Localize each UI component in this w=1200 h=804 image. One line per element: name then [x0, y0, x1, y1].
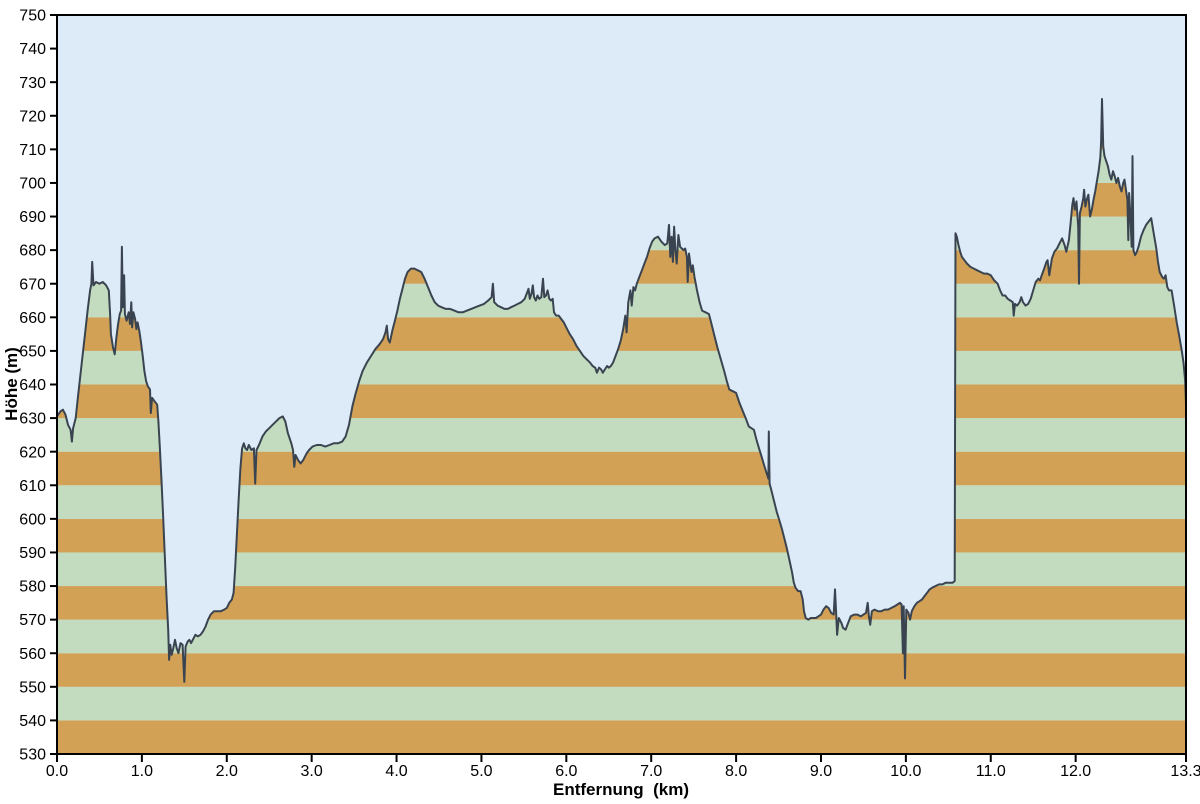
- y-tick-label: 600: [19, 511, 46, 528]
- y-tick-label: 630: [19, 411, 46, 428]
- stripe-band: [57, 451, 1186, 486]
- y-tick-label: 580: [19, 579, 46, 596]
- x-tick-label: 13.3: [1170, 763, 1200, 780]
- y-tick-label: 740: [19, 41, 46, 58]
- x-tick-label: 8.0: [725, 763, 747, 780]
- y-tick-label: 540: [19, 713, 46, 730]
- plot-border: [56, 14, 1187, 755]
- stripe-band: [57, 720, 1186, 754]
- y-tick-label: 610: [19, 478, 46, 495]
- stripe-band: [57, 619, 1186, 654]
- stripe-band: [57, 686, 1186, 721]
- stripe-band: [57, 552, 1186, 587]
- y-tick-label: 640: [19, 377, 46, 394]
- x-axis-title: Entfernung (km): [553, 780, 689, 799]
- y-tick-label: 570: [19, 612, 46, 629]
- stripe-band: [57, 518, 1186, 553]
- stripe-band: [57, 586, 1186, 620]
- y-tick-label: 700: [19, 176, 46, 193]
- x-tick-label: 6.0: [555, 763, 577, 780]
- x-tick-label: 5.0: [470, 763, 492, 780]
- profile-line: [56, 98, 1187, 683]
- y-axis-title: Höhe (m): [2, 347, 21, 421]
- y-tick-label: 530: [19, 747, 46, 764]
- y-tick-label: 660: [19, 310, 46, 327]
- y-tick-label: 590: [19, 545, 46, 562]
- x-tick-label: 10.0: [890, 763, 921, 780]
- y-tick-label: 730: [19, 75, 46, 92]
- x-tick-label: 9.0: [810, 763, 832, 780]
- y-tick-label: 560: [19, 646, 46, 663]
- y-tick-label: 720: [19, 108, 46, 125]
- stripe-band: [57, 653, 1186, 687]
- y-tick-label: 680: [19, 243, 46, 260]
- y-tick-label: 650: [19, 344, 46, 361]
- x-tick-label: 0.0: [46, 763, 68, 780]
- x-tick-label: 1.0: [131, 763, 153, 780]
- y-tick-label: 750: [19, 8, 46, 25]
- x-tick-label: 7.0: [640, 763, 662, 780]
- y-tick-label: 690: [19, 209, 46, 226]
- x-tick-label: 12.0: [1060, 763, 1091, 780]
- stripe-band: [57, 485, 1186, 519]
- x-tick-label: 11.0: [976, 763, 1006, 780]
- x-tick-label: 3.0: [301, 763, 323, 780]
- y-tick-label: 710: [19, 142, 46, 159]
- x-tick-label: 2.0: [216, 763, 238, 780]
- x-tick-label: 4.0: [385, 763, 407, 780]
- y-tick-label: 550: [19, 679, 46, 696]
- y-tick-label: 620: [19, 444, 46, 461]
- y-tick-label: 670: [19, 276, 46, 293]
